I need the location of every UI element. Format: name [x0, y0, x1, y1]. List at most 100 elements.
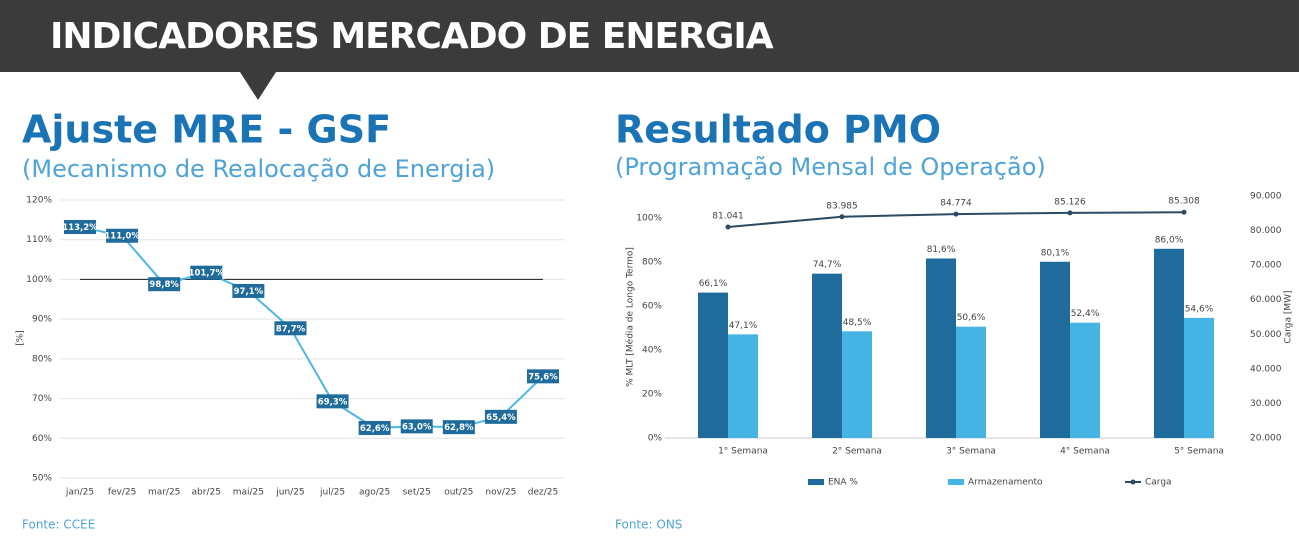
y2-tick-label: 60.000	[1250, 295, 1282, 305]
x-tick-label: jul/25	[319, 488, 345, 498]
data-label: 87,7%	[276, 324, 306, 334]
y2-tick-label: 50.000	[1250, 330, 1282, 340]
data-label-box	[148, 277, 181, 292]
legend-swatch	[948, 479, 964, 485]
bar	[926, 258, 956, 438]
y-tick-label: 120%	[26, 196, 52, 206]
line-point	[725, 224, 731, 230]
data-label: 97,1%	[234, 287, 264, 297]
y-tick-label: 70%	[32, 394, 52, 404]
x-tick-label: abr/25	[192, 488, 221, 498]
data-label: 85.126	[1054, 197, 1086, 207]
y-tick-label: 90%	[32, 315, 52, 325]
bar	[812, 273, 842, 438]
y-tick-label: 60%	[642, 302, 662, 312]
data-label: 81,6%	[927, 245, 956, 255]
data-label: 98,8%	[149, 280, 179, 290]
bar	[1070, 322, 1100, 438]
data-label-box	[232, 283, 265, 298]
data-label-box	[484, 409, 517, 424]
y-tick-label: 0%	[648, 434, 663, 444]
data-label: 111,0%	[104, 232, 140, 242]
x-tick-label: out/25	[444, 488, 473, 498]
data-label-box	[64, 220, 96, 235]
legend-label: ENA %	[828, 478, 858, 488]
x-tick-label: jun/25	[275, 488, 304, 498]
header-bar	[0, 0, 1299, 72]
chart-title: Ajuste MRE - GSF	[22, 108, 391, 152]
x-tick-label: 1° Semana	[718, 447, 768, 457]
data-label: 47,1%	[729, 321, 758, 331]
data-label: 62,8%	[444, 423, 474, 433]
x-tick-label: nov/25	[485, 488, 516, 498]
data-label: 81.041	[712, 211, 744, 221]
line-point	[839, 214, 845, 220]
y-tick-label: 80%	[32, 354, 52, 364]
data-label: 101,7%	[189, 269, 225, 279]
x-tick-label: dez/25	[528, 488, 558, 498]
data-label-box	[106, 228, 139, 243]
source: Fonte: ONS	[615, 518, 682, 532]
y2-tick-label: 30.000	[1250, 399, 1282, 409]
y-tick-label: 100%	[26, 275, 52, 285]
source: Fonte: CCEE	[22, 518, 95, 532]
data-label: 63,0%	[402, 422, 432, 432]
y2-tick-label: 70.000	[1250, 261, 1282, 271]
x-tick-label: 3° Semana	[946, 447, 996, 457]
x-tick-label: 2° Semana	[832, 447, 882, 457]
chart-title: Resultado PMO	[615, 108, 941, 152]
data-label: 84.774	[940, 199, 972, 209]
data-label: 85.308	[1168, 197, 1200, 207]
data-label-box	[358, 420, 391, 435]
y-tick-label: 50%	[32, 474, 52, 484]
legend-label: Armazenamento	[968, 478, 1043, 488]
x-tick-label: fev/25	[108, 488, 137, 498]
data-label-box	[190, 265, 223, 280]
bar	[1040, 261, 1070, 438]
legend-label: Carga	[1145, 478, 1172, 488]
y2-tick-label: 90.000	[1250, 192, 1282, 202]
y-axis-label: [%]	[16, 330, 26, 346]
x-tick-label: mar/25	[148, 488, 180, 498]
data-label: 80,1%	[1041, 248, 1070, 258]
x-tick-label: 5° Semana	[1174, 447, 1224, 457]
bar	[1154, 248, 1184, 438]
y2-tick-label: 80.000	[1250, 226, 1282, 236]
data-label-box	[527, 369, 559, 384]
chart-subtitle: (Mecanismo de Realocação de Energia)	[22, 155, 495, 183]
legend-swatch	[1130, 479, 1136, 485]
y-tick-label: 20%	[642, 390, 662, 400]
line-point	[953, 211, 959, 217]
y-tick-label: 110%	[26, 235, 52, 245]
bar	[842, 331, 872, 438]
y2-tick-label: 40.000	[1250, 364, 1282, 374]
x-tick-label: jan/25	[65, 488, 94, 498]
bar	[698, 292, 728, 438]
y-tick-label: 60%	[32, 434, 52, 444]
data-label-box	[274, 321, 307, 336]
line-series	[79, 226, 544, 429]
header-pointer	[240, 72, 276, 100]
x-tick-label: set/25	[403, 488, 431, 498]
data-label: 52,4%	[1071, 309, 1100, 319]
data-label-box	[442, 420, 475, 435]
header-title: INDICADORES MERCADO DE ENERGIA	[50, 16, 774, 57]
line-point	[1181, 209, 1187, 215]
data-label-box	[400, 419, 433, 434]
data-label: 113,2%	[62, 223, 98, 233]
y2-tick-label: 20.000	[1250, 434, 1282, 444]
data-label: 83.985	[826, 201, 858, 211]
bar	[1184, 317, 1214, 438]
y-tick-label: 100%	[636, 214, 662, 224]
data-label: 69,3%	[318, 397, 348, 407]
data-label: 54,6%	[1185, 304, 1214, 314]
y-axis-label: % MLT [Média de Longo Termo]	[625, 247, 636, 387]
y-tick-label: 80%	[642, 258, 662, 268]
data-label: 65,4%	[486, 413, 516, 423]
bar	[728, 334, 758, 438]
legend-swatch	[808, 479, 824, 485]
line-point	[1067, 210, 1073, 216]
data-label: 66,1%	[699, 279, 728, 289]
data-label-box	[316, 394, 349, 409]
data-label: 86,0%	[1155, 235, 1184, 245]
